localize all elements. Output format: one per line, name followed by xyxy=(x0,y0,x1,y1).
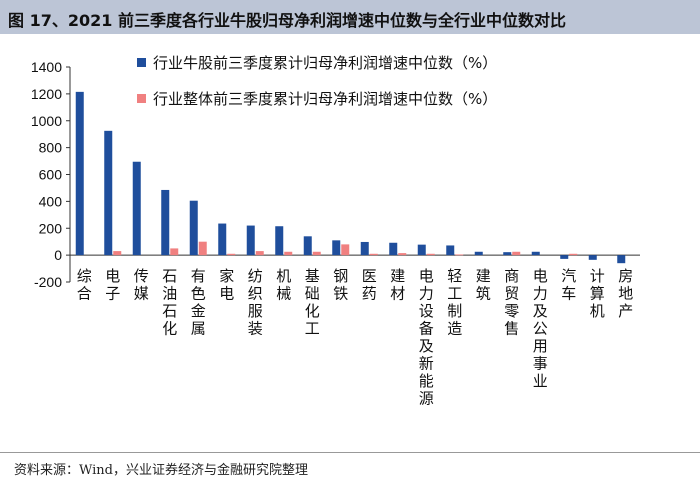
chart-labels: 综合电子传媒石油石化有色金属家电纺织服装机械基础化工钢铁医药建材电力设备及新能源… xyxy=(77,267,634,408)
x-category-label: 计算机 xyxy=(590,267,605,320)
y-tick-label: 1200 xyxy=(31,86,62,102)
bar-stock-median xyxy=(389,242,398,256)
bar-stock-median xyxy=(503,252,512,256)
x-category-label: 有色金属 xyxy=(191,267,206,338)
bar-industry-median xyxy=(198,241,207,256)
bar-industry-median xyxy=(369,253,378,256)
x-category-label: 综合 xyxy=(77,267,92,303)
bar-industry-median xyxy=(569,253,578,256)
legend-swatch-stock xyxy=(137,58,146,67)
bar-stock-median xyxy=(275,226,284,256)
bar-industry-median xyxy=(512,251,521,256)
y-tick-label: 400 xyxy=(39,193,63,209)
x-category-label: 传媒 xyxy=(134,267,149,303)
bar-stock-median xyxy=(531,251,540,256)
x-category-label: 电力设备及新能源 xyxy=(419,267,434,408)
bar-industry-median xyxy=(255,251,264,256)
chart-legend: 行业牛股前三季度累计归母净利润增速中位数（%） 行业整体前三季度累计归母净利润增速… xyxy=(137,54,497,108)
bar-industry-median xyxy=(227,253,236,256)
bar-industry-median xyxy=(398,253,407,256)
x-category-label: 建材 xyxy=(390,267,405,303)
bar-stock-median xyxy=(161,189,170,256)
x-category-label: 轻工制造 xyxy=(447,267,462,338)
x-category-label: 机械 xyxy=(276,267,291,303)
bar-stock-median xyxy=(75,91,84,256)
bar-stock-median xyxy=(132,161,141,256)
bar-industry-median xyxy=(426,253,435,256)
x-category-label: 汽车 xyxy=(561,267,576,303)
x-category-label: 基础化工 xyxy=(305,267,320,338)
x-category-label: 纺织服装 xyxy=(248,267,263,338)
bar-stock-median xyxy=(417,244,426,256)
figure-title-bar: 图 17、2021 前三季度各行业牛股归母净利润增速中位数与全行业中位数对比 xyxy=(0,0,700,34)
x-category-label: 钢铁 xyxy=(333,267,348,303)
y-tick-label: 1400 xyxy=(31,59,62,75)
y-tick-label: -200 xyxy=(34,274,62,290)
bar-industry-median xyxy=(455,254,464,256)
bar-stock-median xyxy=(360,241,369,256)
source-note: 资料来源：Wind，兴业证券经济与金融研究院整理 xyxy=(14,463,308,478)
bar-industry-median xyxy=(312,251,321,256)
x-category-label: 家电 xyxy=(219,267,234,303)
bar-stock-median xyxy=(104,130,113,256)
y-tick-label: 600 xyxy=(39,167,63,183)
bar-chart: -200 0 200 400 600 800 1000 1200 1400 综合电子传媒石油石化… xyxy=(31,54,640,408)
x-category-label: 医药 xyxy=(362,267,377,303)
bar-stock-median xyxy=(303,236,312,256)
bar-industry-median xyxy=(170,248,179,256)
bar-industry-median xyxy=(284,251,293,256)
bar-stock-median xyxy=(218,223,227,256)
legend-label-stock: 行业牛股前三季度累计归母净利润增速中位数（%） xyxy=(153,54,497,72)
legend-label-industry: 行业整体前三季度累计归母净利润增速中位数（%） xyxy=(153,90,497,108)
y-tick-label: 1000 xyxy=(31,113,62,129)
bar-stock-median xyxy=(332,240,341,256)
x-category-label: 房地产 xyxy=(618,267,633,320)
bar-industry-median xyxy=(113,251,122,256)
bar-stock-median xyxy=(617,255,626,264)
footer-divider xyxy=(0,452,700,453)
bar-industry-median xyxy=(341,244,350,256)
x-category-label: 电力及公用事业 xyxy=(533,267,548,390)
x-category-label: 商贸零售 xyxy=(504,267,519,338)
bar-stock-median xyxy=(246,225,255,256)
x-category-label: 石油石化 xyxy=(162,267,177,338)
x-category-label: 电子 xyxy=(105,267,120,303)
legend-swatch-industry xyxy=(137,94,146,103)
y-tick-label: 0 xyxy=(54,247,62,263)
x-category-label: 建筑 xyxy=(476,267,491,303)
chart-bars xyxy=(75,91,626,264)
bar-stock-median xyxy=(189,200,198,256)
chart-axes: -200 0 200 400 600 800 1000 1200 1400 xyxy=(31,59,640,290)
y-tick-label: 200 xyxy=(39,220,63,236)
bar-stock-median xyxy=(446,245,455,256)
bar-stock-median xyxy=(588,255,597,260)
bar-stock-median xyxy=(560,255,569,259)
figure-title: 图 17、2021 前三季度各行业牛股归母净利润增速中位数与全行业中位数对比 xyxy=(8,11,566,30)
y-tick-label: 800 xyxy=(39,140,63,156)
bar-stock-median xyxy=(474,251,483,256)
